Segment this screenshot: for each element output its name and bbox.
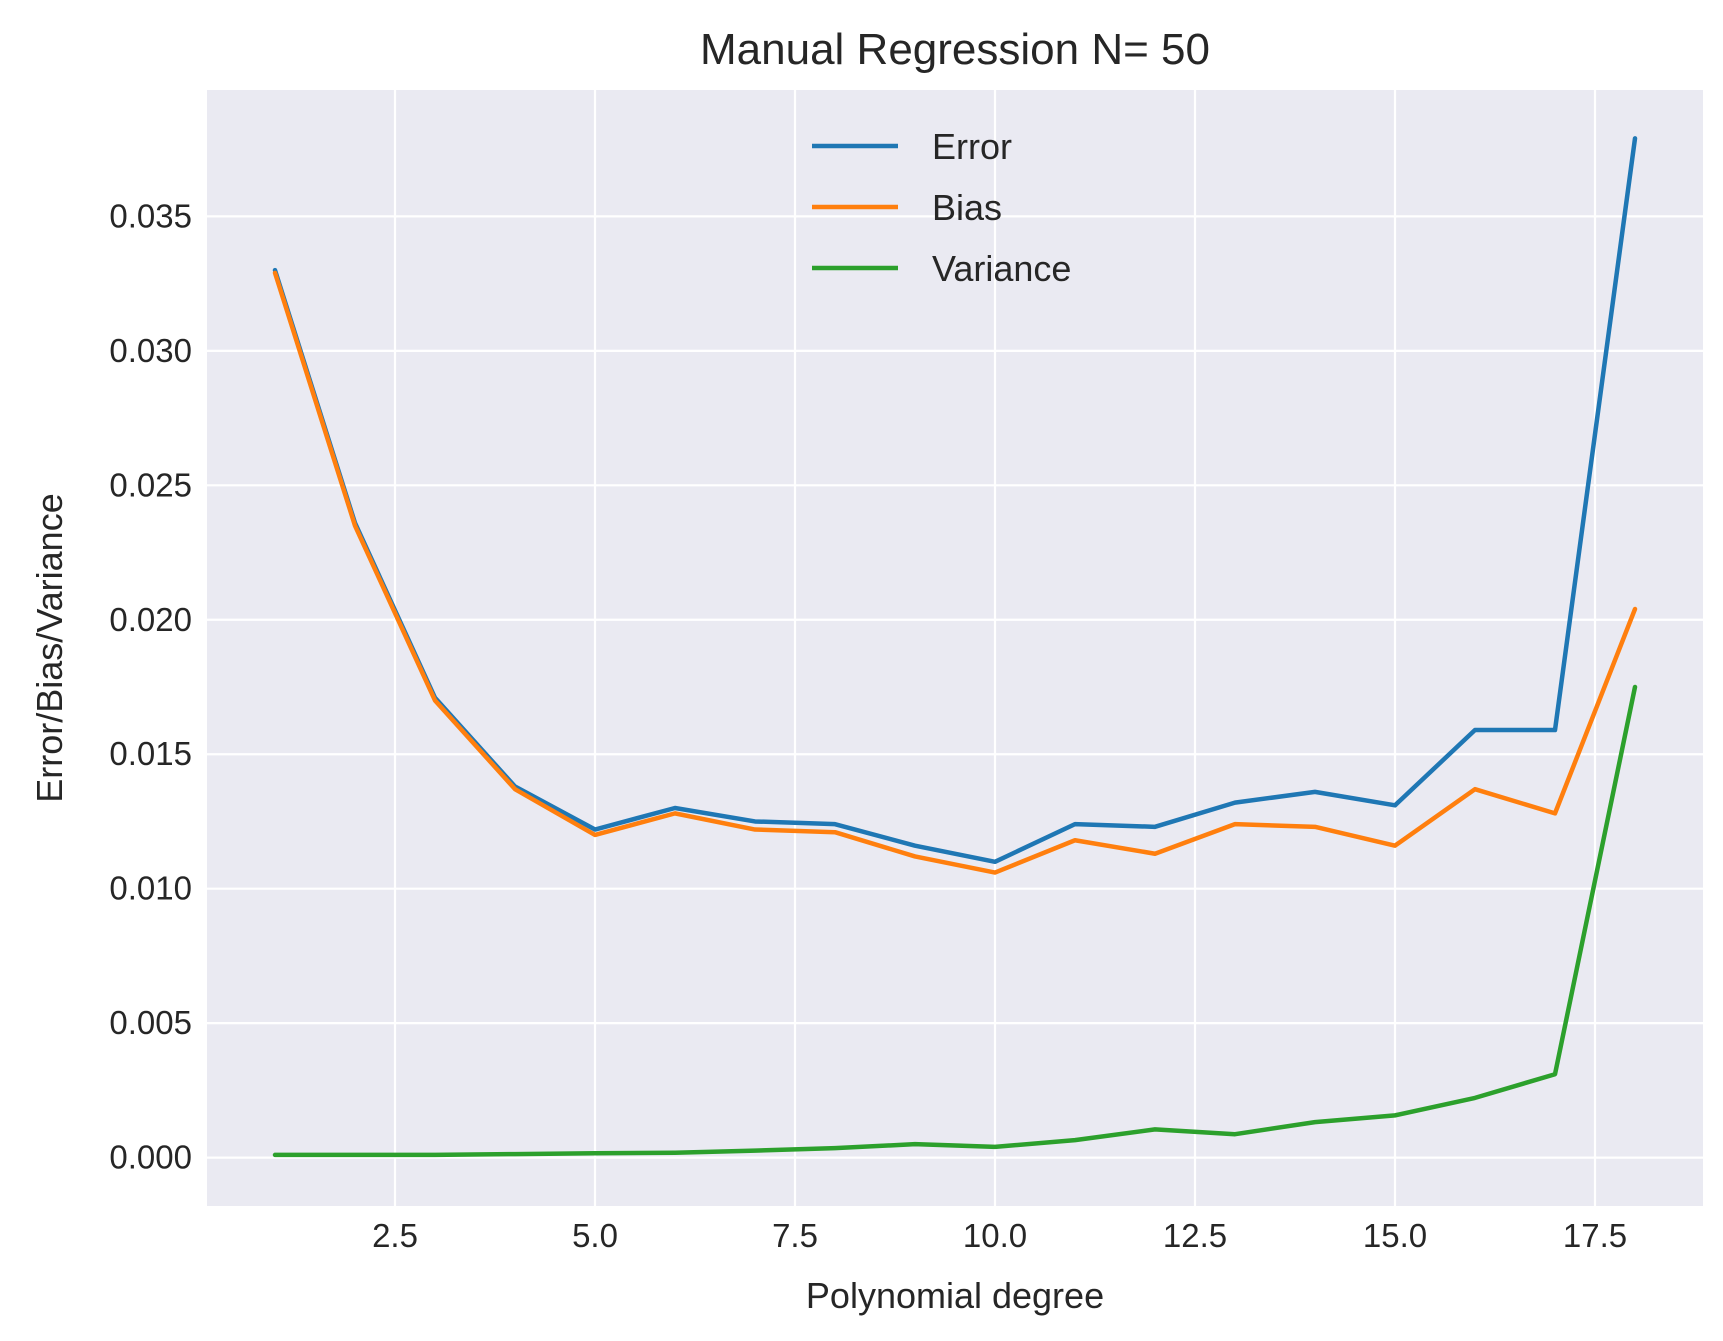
y-tick-label: 0.035 — [109, 197, 192, 234]
plot-area — [207, 90, 1703, 1206]
y-tick-label: 0.030 — [109, 332, 192, 369]
y-tick-label: 0.005 — [109, 1004, 192, 1041]
y-axis-label: Error/Bias/Variance — [29, 493, 70, 802]
y-tick-label: 0.020 — [109, 601, 192, 638]
y-tick-label: 0.000 — [109, 1139, 192, 1176]
series-line-variance — [272, 684, 1638, 1158]
series-layer — [272, 136, 1638, 1158]
x-tick-labels: 2.5 5.0 7.5 10.0 12.5 15.0 17.5 — [372, 1217, 1627, 1254]
y-tick-label: 0.025 — [109, 466, 192, 503]
x-tick-label: 2.5 — [372, 1217, 418, 1254]
legend: Error Bias Variance — [812, 126, 1071, 289]
x-tick-label: 17.5 — [1563, 1217, 1627, 1254]
legend-label-bias: Bias — [932, 187, 1002, 228]
x-tick-label: 7.5 — [772, 1217, 818, 1254]
x-tick-label: 12.5 — [1163, 1217, 1227, 1254]
x-axis-label: Polynomial degree — [806, 1275, 1104, 1316]
series-line-bias — [272, 270, 1638, 875]
grid — [207, 90, 1703, 1206]
legend-label-variance: Variance — [932, 248, 1071, 289]
y-tick-label: 0.010 — [109, 870, 192, 907]
x-tick-label: 10.0 — [963, 1217, 1027, 1254]
x-tick-label: 5.0 — [572, 1217, 618, 1254]
chart-title: Manual Regression N= 50 — [700, 25, 1210, 74]
x-tick-label: 15.0 — [1363, 1217, 1427, 1254]
y-tick-labels: 0.000 0.005 0.010 0.015 0.020 0.025 0.030 0.035 — [109, 197, 192, 1175]
legend-label-error: Error — [932, 126, 1012, 167]
y-tick-label: 0.015 — [109, 735, 192, 772]
